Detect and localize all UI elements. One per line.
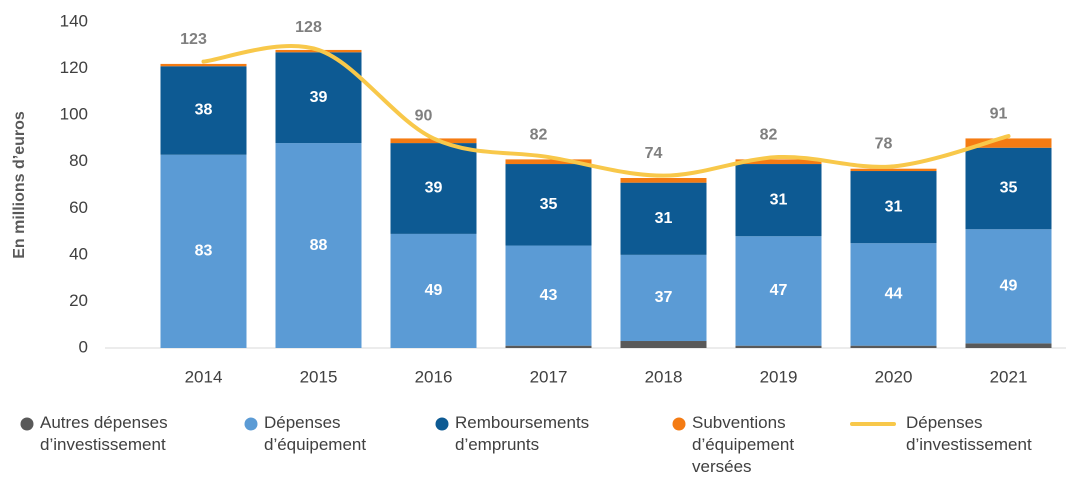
data-label: 38	[195, 102, 213, 119]
data-label: 82	[530, 126, 548, 143]
bar-segment	[735, 159, 822, 165]
data-label: 39	[310, 89, 328, 106]
y-tick-label: 120	[60, 58, 88, 77]
data-label: 88	[310, 237, 328, 254]
data-label: 35	[1000, 180, 1018, 197]
y-axis-title: En millions d’euros	[11, 111, 28, 259]
bar-segment	[620, 182, 707, 255]
x-tick-label: 2020	[875, 367, 913, 386]
bar-segment	[850, 243, 937, 346]
data-label: 49	[425, 282, 443, 299]
data-label: 35	[540, 196, 558, 213]
x-tick-label: 2018	[645, 367, 683, 386]
bar-segment	[620, 254, 707, 342]
legend-dot	[244, 417, 258, 431]
data-label: 31	[885, 198, 903, 215]
data-label: 91	[990, 105, 1008, 122]
bar-segment	[505, 245, 592, 346]
data-label: 83	[195, 243, 213, 260]
chart: En millions d’euros 0 20 40 60 80 100 120 140 20…	[11, 11, 1066, 386]
data-label: 31	[655, 210, 673, 227]
legend-label: Subventions d’équipement versées	[692, 413, 795, 476]
y-tick-label: 60	[69, 198, 88, 217]
data-label: 128	[295, 19, 322, 36]
bar-segment	[850, 345, 937, 348]
legend-item: Dépenses d’équipement	[244, 412, 414, 456]
bar-segment	[505, 159, 592, 165]
data-label: 74	[645, 145, 663, 162]
y-tick-label: 40	[69, 244, 88, 263]
bar-segment	[735, 345, 822, 348]
bar-segment	[620, 178, 707, 183]
y-tick-label: 0	[79, 337, 88, 356]
bar-segment	[620, 341, 707, 348]
legend-dot	[435, 417, 449, 431]
bar-segment	[275, 143, 362, 348]
y-tick-label: 140	[60, 11, 88, 30]
legend-marker	[672, 417, 686, 431]
legend-item: Autres dépenses d’investissement	[20, 412, 200, 456]
legend-marker	[435, 417, 449, 431]
legend-label: Dépenses d’investissement	[906, 413, 1032, 454]
legend-label: Dépenses d’équipement	[264, 413, 367, 454]
legend-dot	[672, 417, 686, 431]
bar-segment	[390, 143, 477, 234]
x-tick-label: 2014	[185, 367, 223, 386]
bar-segment	[850, 171, 937, 244]
bar-segment	[505, 164, 592, 246]
bar-segment	[160, 66, 247, 155]
line	[201, 44, 1011, 178]
bar-segment	[965, 229, 1052, 344]
x-tick-label: 2017	[530, 367, 568, 386]
data-label: 49	[1000, 278, 1018, 295]
data-label: 90	[415, 108, 433, 125]
x-tick-label: 2016	[415, 367, 453, 386]
legend-item: Subventions d’équipement versées	[672, 412, 822, 478]
bar-segment	[160, 63, 247, 67]
legend-dot	[20, 417, 34, 431]
data-label: 47	[770, 282, 788, 299]
data-label: 123	[180, 31, 207, 48]
legend-marker	[850, 422, 896, 426]
legend-marker	[20, 417, 34, 431]
bar-segment	[735, 164, 822, 237]
legend-item: Remboursements d’emprunts	[435, 412, 650, 456]
legend-marker	[244, 417, 258, 431]
data-label: 39	[425, 180, 443, 197]
bar-segment	[965, 147, 1052, 230]
data-label: 78	[875, 136, 893, 153]
legend-label: Autres dépenses d’investissement	[40, 413, 168, 454]
x-tick-label: 2021	[990, 367, 1028, 386]
bar-segment	[965, 138, 1052, 148]
data-label: 82	[760, 126, 778, 143]
legend-item: Dépenses d’investissement	[850, 412, 1078, 456]
bar-segment	[505, 345, 592, 348]
bar-segment	[390, 138, 477, 144]
legend-label: Remboursements d’emprunts	[455, 413, 590, 454]
data-label: 37	[655, 289, 673, 306]
x-tick-label: 2019	[760, 367, 798, 386]
y-tick-label: 100	[60, 105, 88, 124]
bar-segment	[850, 168, 937, 172]
y-tick-label: 80	[69, 151, 88, 170]
data-label: 43	[540, 287, 558, 304]
x-tick-label: 2015	[300, 367, 338, 386]
y-tick-label: 20	[69, 291, 88, 310]
data-label: 44	[885, 286, 903, 303]
bar-segment	[160, 154, 247, 348]
bar-segment	[735, 236, 822, 346]
bar-segment	[390, 233, 477, 348]
data-label: 31	[770, 191, 788, 208]
bar-segment	[965, 343, 1052, 348]
